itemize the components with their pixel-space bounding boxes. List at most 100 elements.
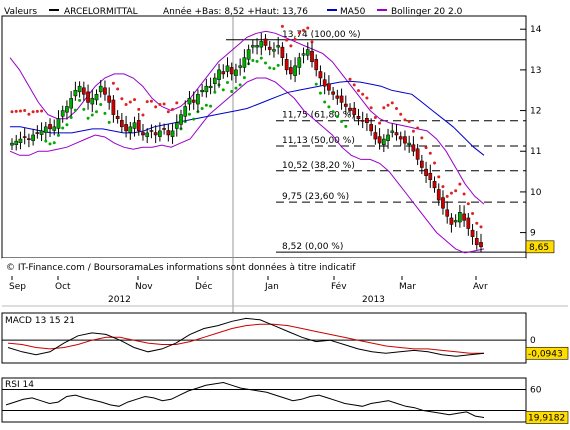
candle-body xyxy=(479,242,483,248)
candle-body xyxy=(305,49,310,56)
sar-dot xyxy=(133,98,137,102)
fib-level-label: 9,75 (23,60 %) xyxy=(282,192,349,202)
candle-body xyxy=(52,126,57,131)
candle-body xyxy=(81,87,86,95)
instrument-legend-swatch xyxy=(49,9,59,11)
sar-dot xyxy=(306,26,310,30)
candle-body xyxy=(31,134,35,141)
candle-body xyxy=(14,140,19,145)
candle-body xyxy=(238,65,243,68)
sar-dot xyxy=(356,89,360,93)
candlesticks xyxy=(10,32,483,253)
candle-body xyxy=(22,136,27,138)
candle-body xyxy=(136,120,141,132)
candle-body xyxy=(242,57,247,68)
last-price-label: 8,65 xyxy=(529,243,549,253)
sar-dot xyxy=(259,56,263,60)
fib-level-label: 13,74 (100,00 %) xyxy=(282,30,361,40)
sar-dot xyxy=(56,133,60,137)
candle-body xyxy=(124,124,128,132)
source-strip xyxy=(2,258,526,276)
sar-dot xyxy=(449,191,453,195)
price-tick-label: 14 xyxy=(530,25,542,35)
candle-body xyxy=(386,134,390,141)
sar-dot xyxy=(314,82,318,86)
price-tick-label: 13 xyxy=(530,66,541,76)
parabolic-sar xyxy=(10,24,483,229)
sar-dot xyxy=(428,151,432,155)
candle-body xyxy=(314,59,319,71)
sar-dot xyxy=(264,61,268,65)
sar-dot xyxy=(120,97,124,101)
sar-dot xyxy=(403,118,407,122)
candle-body xyxy=(145,132,150,137)
candle-body xyxy=(403,136,407,144)
macd-lines: 0 -0,0943 xyxy=(2,317,569,360)
candle-body xyxy=(153,132,158,136)
sar-dot xyxy=(107,120,111,124)
sar-dot xyxy=(187,112,191,116)
sar-dot xyxy=(318,91,322,95)
sar-dot xyxy=(69,115,73,119)
candle-body xyxy=(35,132,40,134)
candle-body xyxy=(56,118,61,129)
candle-body xyxy=(365,118,369,124)
date-year-label: 2012 xyxy=(108,295,131,305)
candle-body xyxy=(436,189,441,201)
candle-body xyxy=(352,107,357,115)
sar-dot xyxy=(61,126,65,130)
date-month-label: Déc xyxy=(195,281,212,292)
year-range-stats: Année +Bas: 8,52 +Haut: 13,76 xyxy=(163,6,308,17)
bollinger-legend-swatch xyxy=(377,9,387,11)
rsi-panel-frame xyxy=(1,377,527,423)
fib-level-label: 11,13 (50,00 %) xyxy=(282,136,355,146)
sar-dot xyxy=(23,109,27,113)
candle-body xyxy=(149,130,154,132)
fibonacci-levels: 13,74 (100,00 %) 11,75 (61,80 %) 11,13 (50… xyxy=(226,30,526,253)
candle-body xyxy=(77,85,82,93)
sar-dot xyxy=(458,182,462,186)
sar-dot xyxy=(289,44,293,48)
sar-dot xyxy=(433,161,437,165)
sar-dot xyxy=(373,115,377,119)
sar-dot xyxy=(171,107,175,111)
candle-body xyxy=(381,138,386,145)
sar-dot xyxy=(162,102,166,106)
candle-body xyxy=(415,148,420,160)
candle-body xyxy=(259,41,264,48)
rsi-title: RSI 14 xyxy=(5,380,34,390)
candle-body xyxy=(356,116,361,119)
date-month-label: Jan xyxy=(264,282,279,292)
sar-dot xyxy=(27,112,31,116)
last-price-badge xyxy=(525,240,555,254)
candle-body xyxy=(128,126,133,133)
sar-dot xyxy=(116,87,120,91)
sar-dot xyxy=(394,107,398,111)
sar-dot xyxy=(280,24,284,28)
sar-dot xyxy=(323,100,327,104)
candle-body xyxy=(162,128,166,130)
candle-body xyxy=(18,138,23,143)
sar-dot xyxy=(361,92,365,96)
candle-body xyxy=(466,217,471,229)
sar-dot xyxy=(238,83,242,87)
candle-body xyxy=(284,59,289,71)
candle-body xyxy=(462,213,466,221)
candle-body xyxy=(187,98,192,105)
sar-dot xyxy=(234,86,238,90)
source-footer: © IT-Finance.com / BoursoramaLes informa… xyxy=(6,262,356,273)
candle-body xyxy=(208,85,213,89)
candle-body xyxy=(65,106,69,113)
candle-body xyxy=(158,130,162,137)
candle-body xyxy=(327,83,331,91)
sar-dot xyxy=(479,225,483,229)
candle-body xyxy=(27,138,31,140)
sar-dot xyxy=(386,103,390,107)
candle-body xyxy=(411,144,416,152)
candle-body xyxy=(267,46,272,50)
candle-body xyxy=(394,132,399,136)
candle-body xyxy=(369,124,373,132)
candle-body xyxy=(107,95,112,103)
sar-dot xyxy=(141,113,145,117)
sar-dot xyxy=(86,116,90,120)
